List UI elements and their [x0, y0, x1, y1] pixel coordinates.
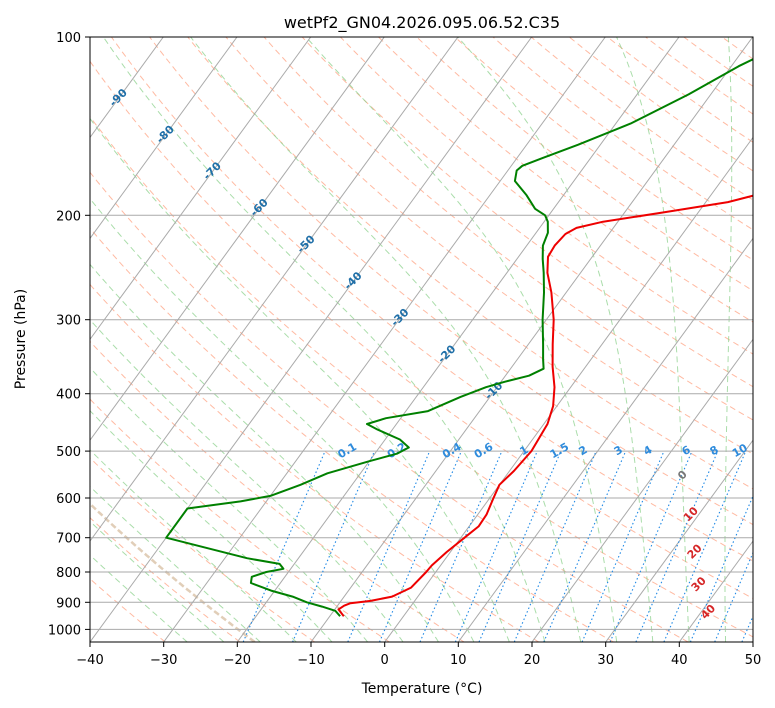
mixing-ratio-label: 13	[758, 441, 775, 460]
temperature-line	[337, 194, 753, 617]
x-tick-label: −10	[297, 653, 324, 668]
isotherm-line	[90, 37, 459, 542]
moist-adiabat-line	[457, 37, 654, 642]
dry-adiabat-line	[416, 37, 753, 292]
x-tick-label: −30	[150, 653, 177, 668]
y-axis-label: Pressure (hPa)	[13, 289, 29, 389]
moist-adiabat-line	[616, 37, 690, 642]
isotherm-line	[752, 641, 753, 642]
moist-adiabat-line	[305, 37, 618, 642]
isotherm-line	[457, 237, 753, 642]
mixing-ratio-line	[635, 450, 719, 642]
mixing-ratio-line	[454, 450, 538, 642]
mixing-ratio-line	[378, 450, 462, 642]
dry-adiabat-line	[149, 37, 753, 526]
y-tick-label: 100	[56, 31, 81, 46]
axes: −40 −30 −20 −10 0 10 20 30 40 50 100 200 300 400 500 60…	[48, 31, 761, 668]
isotherm-line	[605, 439, 753, 642]
moist-adiabat-line	[90, 520, 225, 642]
mixing-ratio-line	[242, 450, 326, 642]
dewpoint-line	[165, 58, 753, 617]
isotherm-line	[310, 37, 753, 642]
moist-adiabat-line	[90, 117, 510, 642]
dry-adiabat-line	[225, 37, 753, 455]
plot-background	[90, 37, 753, 642]
x-tick-label: 20	[524, 653, 541, 668]
isotherm-label: -100	[57, 47, 86, 76]
moist-adiabat-line	[90, 263, 439, 642]
dry-adiabat-line	[90, 171, 689, 642]
background-lines	[90, 37, 775, 642]
dry-adiabat-line	[90, 60, 753, 600]
moist-adiabat-line	[102, 37, 546, 642]
dry-adiabat-line	[378, 37, 753, 323]
x-tick-label: 50	[745, 653, 762, 668]
x-tick-label: 40	[671, 653, 688, 668]
y-tick-label: 500	[56, 445, 81, 460]
y-tick-label: 300	[56, 314, 81, 329]
sounding-series	[165, 58, 753, 617]
x-tick-label: −20	[224, 653, 251, 668]
chart-title: wetPf2_GN04.2026.095.06.52.C35	[284, 13, 560, 33]
reference-curve	[90, 502, 256, 642]
isotherm-line	[90, 37, 238, 240]
y-tick-label: 1000	[48, 623, 81, 638]
x-tick-label: 10	[450, 653, 467, 668]
moist-adiabat-line	[90, 449, 297, 642]
x-tick-label: 30	[597, 653, 614, 668]
dry-adiabat-line	[90, 227, 614, 642]
moist-adiabat-line	[724, 37, 733, 642]
isotherm-line	[90, 37, 533, 642]
y-tick-label: 400	[56, 388, 81, 403]
x-tick-label: −40	[76, 653, 103, 668]
mixing-ratio-line	[292, 450, 376, 642]
moist-adiabat-line	[190, 37, 582, 642]
y-tick-label: 600	[56, 492, 81, 507]
moist-adiabat-line	[90, 485, 261, 642]
y-tick-label: 800	[56, 566, 81, 581]
dry-adiabat-line	[760, 37, 775, 642]
dry-adiabat-line	[187, 37, 753, 490]
x-tick-label: 0	[381, 653, 389, 668]
mixing-ratio-line	[581, 450, 665, 642]
isotherm-line	[163, 37, 606, 642]
isotherm-line	[236, 37, 680, 642]
mixing-ratio-line	[347, 450, 431, 642]
plot-frame	[89, 36, 754, 643]
dry-adiabat-line	[90, 283, 540, 642]
isotherm-line	[90, 37, 312, 341]
mixing-ratio-line	[609, 450, 693, 642]
isotherm-line	[90, 37, 385, 442]
y-tick-label: 200	[56, 209, 81, 224]
dry-adiabat-line	[90, 457, 315, 642]
dry-adiabat-line	[90, 398, 390, 642]
mixing-ratio-line	[419, 450, 503, 642]
mixing-ratio-line	[761, 451, 775, 642]
moist-adiabat-line	[90, 410, 333, 642]
mixing-ratio-line	[478, 450, 562, 642]
dry-adiabat-line	[110, 37, 753, 562]
mixing-ratio-line	[663, 450, 747, 642]
dry-adiabat-line	[263, 37, 753, 421]
moist-adiabat-line	[90, 554, 188, 642]
x-axis-label: Temperature (°C)	[361, 681, 483, 697]
mixing-ratio-line	[543, 450, 627, 642]
y-tick-label: 700	[56, 532, 81, 547]
y-tick-label: 900	[56, 596, 81, 611]
mixing-ratio-line	[513, 450, 597, 642]
